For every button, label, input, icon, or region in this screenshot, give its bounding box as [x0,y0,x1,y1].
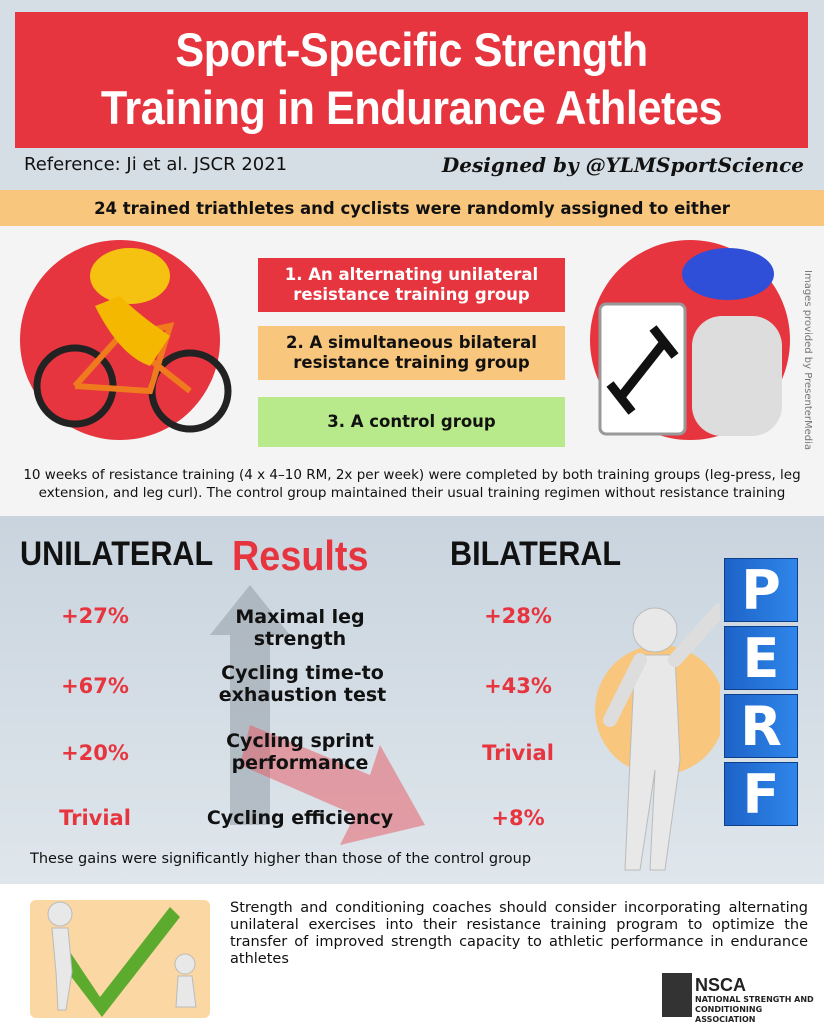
measure: Cycling sprint performance [226,730,374,774]
unilateral-value: +67% [61,674,129,698]
intro: 24 trained triathletes and cyclists were… [0,190,824,226]
bilateral-heading: BILATERAL [450,535,622,573]
image-credit: Images provided by PresenterMedia [802,270,813,451]
unilateral-value: +27% [61,604,129,628]
bilateral-value: +28% [484,604,552,628]
perf-cube: F [724,762,798,826]
perf-cube: R [724,694,798,758]
unilateral-heading: UNILATERAL [20,535,214,573]
unilateral-value: +20% [61,741,129,765]
results-note: These gains were significantly higher th… [30,851,532,867]
bilateral-value: +43% [484,674,552,698]
group-box: 2. A simultaneous bilateral resistance t… [258,326,565,380]
coach [692,316,782,436]
helmet [90,248,170,304]
measure: Cycling efficiency [206,807,394,829]
measure: Cycling time-to exhaustion test [218,662,387,706]
methods: 10 weeks of resistance training (4 x 4–1… [23,467,801,501]
perf-cube: E [724,626,798,690]
bilateral-value: +8% [491,806,545,830]
arrows [210,585,425,845]
measure: Maximal leg strength [235,606,365,650]
checkmark-illustration [30,900,210,1018]
designer: Designed by @YLMSportScience [441,153,804,177]
reference: Reference: Ji et al. JSCR 2021 [24,154,288,175]
dumbbell [606,325,679,415]
cyclist [33,322,232,433]
conclusion: Strength and conditioning coaches should… [230,900,808,967]
perf-cube: P [724,558,798,622]
title-box: Sport-Specific Strength Training in Endu… [15,12,808,148]
group-box: 1. An alternating unilateral resistance … [258,258,565,312]
results-title: Results [232,532,369,579]
logo-name: NSCA [695,975,747,995]
unilateral-value: Trivial [59,806,131,830]
logo-full: NATIONAL STRENGTH AND CONDITIONING ASSOC… [695,995,814,1024]
illustrations [20,240,790,440]
body [95,296,170,366]
logo-mark [662,973,692,1017]
bilateral-value: Trivial [482,741,554,765]
title: Training in Endurance Athletes [100,81,723,134]
group-box: 3. A control group [258,397,565,447]
cap [682,248,774,300]
figure [595,603,720,871]
title: Sport-Specific Strength [175,23,648,76]
